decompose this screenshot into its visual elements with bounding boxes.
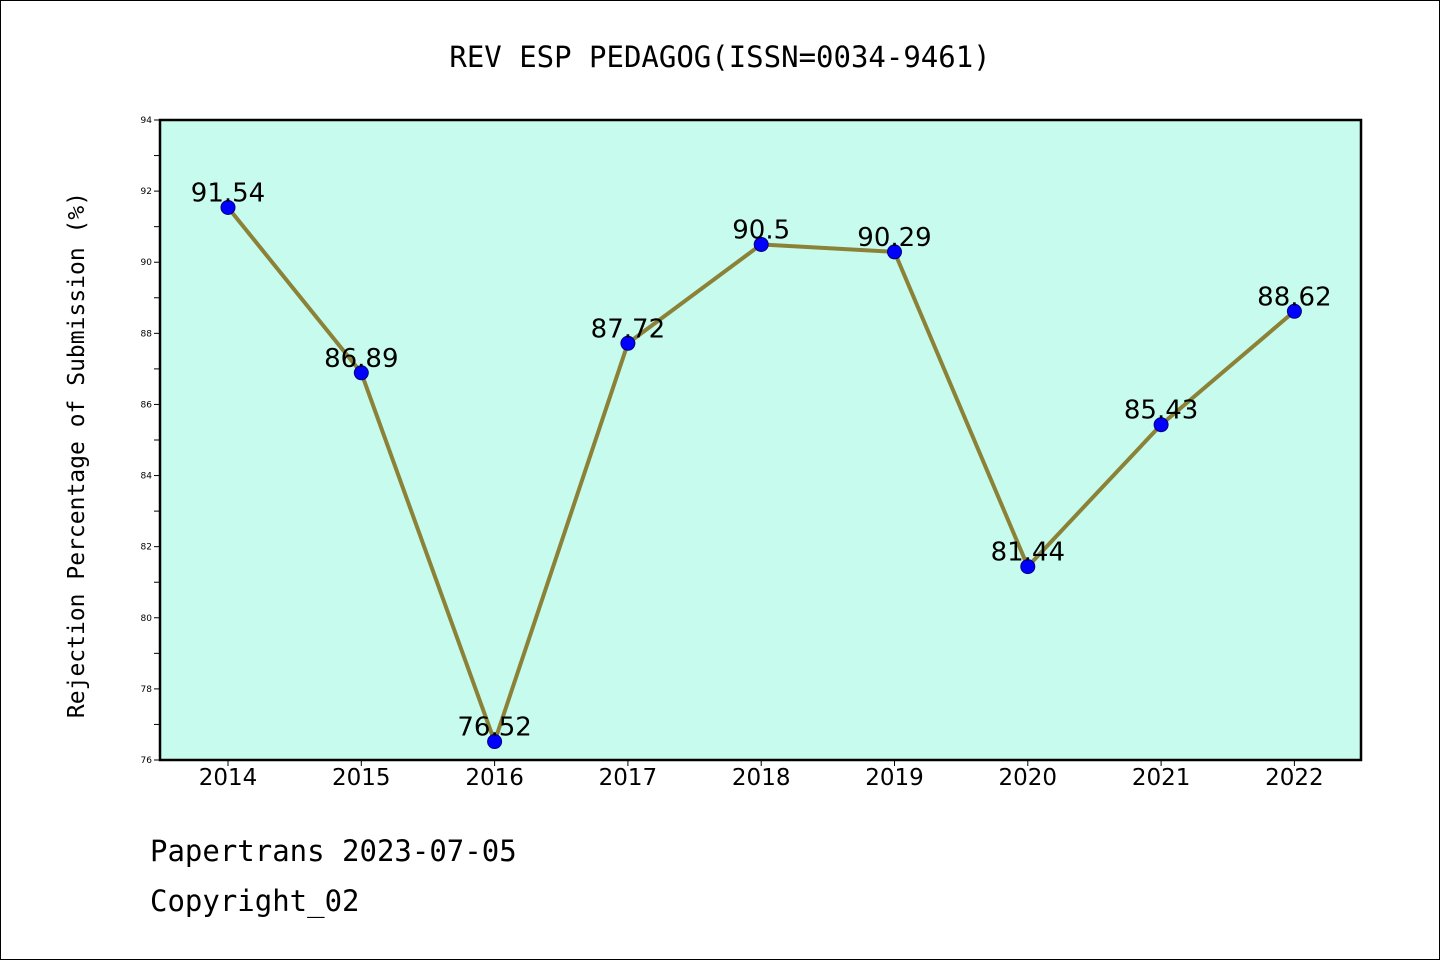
data-point-marker — [887, 244, 902, 260]
y-tick-label: 86 — [141, 400, 153, 410]
data-point-marker — [353, 365, 369, 381]
y-tick-label: 80 — [141, 614, 153, 624]
data-label: 87.72 — [591, 314, 665, 344]
y-tick-label: 76 — [141, 756, 153, 766]
data-label: 86.89 — [324, 344, 398, 374]
chart-title: REV ESP PEDAGOG(ISSN=0034-9461) — [449, 40, 990, 74]
data-label: 90.5 — [732, 215, 790, 245]
x-tick-label: 2017 — [599, 765, 658, 791]
data-label: 91.54 — [191, 178, 265, 208]
data-label: 85.43 — [1124, 396, 1198, 426]
plot-area — [158, 118, 1363, 762]
data-label: 88.62 — [1257, 282, 1331, 312]
y-tick-label: 78 — [141, 685, 153, 695]
data-label: 90.29 — [857, 223, 931, 253]
x-tick-label: 2019 — [865, 765, 924, 791]
x-tick-label: 2018 — [732, 765, 791, 791]
y-tick-label: 90 — [141, 258, 153, 268]
x-tick-label: 2016 — [465, 765, 524, 791]
series-line-group: 91.54 86.89 76.52 87.72 90.5 90.29 81.44 85.43 8… — [191, 178, 1332, 750]
data-label: 81.44 — [991, 538, 1065, 568]
data-label: 76.52 — [457, 713, 531, 743]
y-axis-label: Rejection Percentage of Submission (%) — [64, 192, 90, 718]
y-tick-label: 84 — [141, 472, 153, 482]
data-point-marker — [487, 734, 503, 750]
data-point-marker — [620, 335, 636, 351]
y-tick-label: 94 — [141, 116, 153, 126]
x-tick-label: 2021 — [1132, 765, 1191, 791]
x-tick-label: 2014 — [199, 765, 258, 791]
x-axis: 2014 2015 2016 2017 2018 2019 2020 2021 2022 — [199, 760, 1324, 791]
x-tick-label: 2015 — [332, 765, 391, 791]
data-point-marker — [753, 236, 769, 252]
x-tick-label: 2020 — [999, 765, 1058, 791]
y-axis: 76 78 80 82 84 86 88 90 92 94 — [141, 116, 160, 766]
y-tick-label: 88 — [141, 329, 153, 339]
data-point-marker — [1020, 559, 1036, 575]
footer-date-text: Papertrans 2023-07-05 — [150, 834, 517, 868]
data-point-marker — [1153, 417, 1169, 433]
x-tick-label: 2022 — [1265, 765, 1324, 791]
data-point-marker — [220, 199, 236, 215]
y-tick-label: 92 — [141, 187, 152, 197]
y-tick-label: 82 — [141, 543, 152, 553]
data-point-marker — [1286, 303, 1302, 319]
footer-copyright-text: Copyright_02 — [150, 884, 360, 918]
